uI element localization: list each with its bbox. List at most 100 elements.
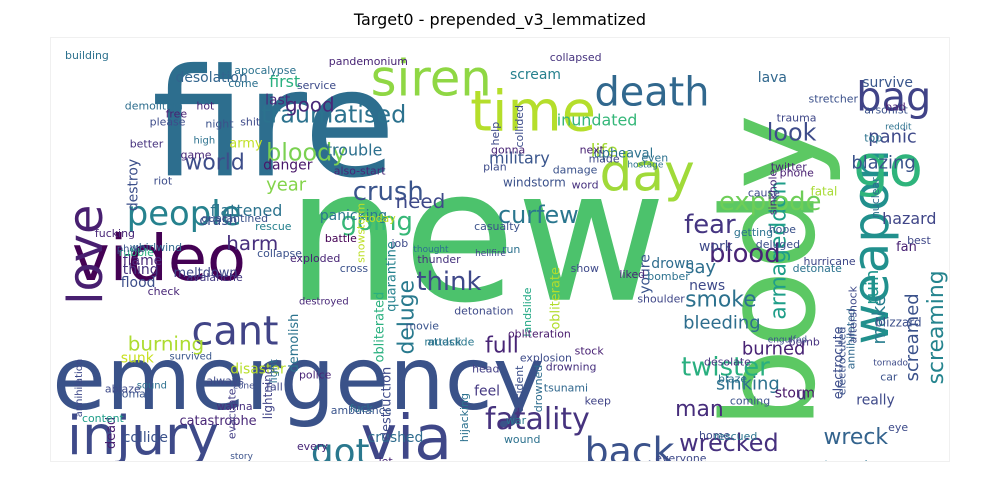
chart-title: Target0 - prepended_v3_lemmatized [353,10,647,29]
word-annihilated: annihilated [844,308,857,369]
word-got: got [311,432,370,462]
word-screamed: screamed [902,293,923,381]
word-world: world [184,150,244,175]
word-last: last [265,93,291,109]
word-drown: drown [651,256,694,272]
word-trouble: trouble [326,140,383,159]
word-exploded: exploded [290,252,340,265]
word-lightning: lightning [261,367,275,419]
word-wanna: wanna [216,400,252,413]
word-run: run [502,243,520,256]
word-hostage: hostage [627,160,663,170]
word-job: job [391,237,409,250]
word-explosion: explosion [520,351,572,364]
word-night: night [205,118,234,131]
word-accident: accident [513,365,526,412]
word-really: really [856,392,895,408]
word-bleeding: bleeding [683,313,760,334]
word-tsunami: tsunami [544,381,588,394]
word-snowstorm: snowstorm [355,203,368,263]
word-woman: woman [113,387,153,400]
word-desolation: desolation [176,70,248,86]
word-whirlwind: whirlwind [130,241,182,254]
word-siren: siren [371,50,492,108]
word-war: war [506,414,527,427]
word-hot: hot [196,100,215,113]
word-windstorm: windstorm [503,175,566,189]
word-hellfire: hellfire [475,249,506,259]
word-collapsed: collapsed [550,51,602,64]
word-next: next [580,143,605,156]
word-back: back [585,429,675,462]
word-blizzard: blizzard [875,316,921,330]
word-screaming: screaming [924,270,949,384]
word-collided: collided [513,105,526,147]
word-help: help [489,122,502,146]
word-fan: fan [896,240,917,255]
word-blood: blood [709,239,781,269]
word-phone: phone [780,166,814,179]
word-fatal: fatal [811,184,838,198]
word-thing: thing [123,262,159,278]
word-destruction: destruction [380,367,395,440]
word-better: better [130,137,164,150]
word-photo: photo [117,244,146,255]
word-twister: twister [681,352,770,382]
word-feel: feel [474,383,500,399]
word-nuclear: nuclear [869,177,882,218]
word-crash: crash [199,213,237,229]
word-blazing: blazing [851,152,915,173]
word-u: u [797,384,807,403]
word-deluged: deluged [756,238,800,251]
word-casualty: casualty [474,220,520,233]
word-cause: cause [748,186,780,199]
word-arsonist: arsonist [864,104,908,117]
word-weapon: weapon [842,149,900,344]
word-military: military [489,148,550,167]
word-love: love [59,205,114,305]
word-disaster: disaster [230,361,286,377]
word-stock: stock [575,345,605,358]
word-rubble: rubble [119,246,154,259]
word-annihilation: annihilation [74,359,85,417]
word-made: made [589,152,620,165]
word-collapse: collapse [257,247,302,260]
word-obliteration: obliteration [508,328,571,341]
word-everyone: everyone [655,452,707,462]
word-smoke: smoke [685,288,756,313]
word-work: work [699,239,734,255]
word-engulfed: engulfed [768,336,807,346]
word-dead: dead [104,417,119,449]
word-hazard: hazard [882,209,936,228]
word-bomb: bomb [789,336,820,349]
word-electrocute: electrocute [831,326,846,399]
word-ruin: ruin [862,270,883,305]
word-blaze: blaze [718,372,747,385]
word-coming: coming [730,394,770,407]
word-news: news [689,278,725,294]
word-make: make [869,295,890,344]
word-trapped: trapped [824,458,867,462]
word-wrecked: wrecked [679,429,778,457]
word-deluge: deluge [394,280,419,355]
word-crushed: crushed [368,430,424,446]
word-man: man [675,397,724,422]
word-school: school [777,459,812,462]
word-army: army [229,136,263,151]
word-curfew: curfew [498,201,579,229]
word-home: home [699,429,730,442]
word-drowning: drowning [546,360,597,373]
word-thought: thought [413,245,449,255]
word-people: people [127,194,242,233]
word-think: think [416,267,481,297]
word-tornado: tornado [873,358,908,368]
word-bloody: bloody [266,138,346,166]
word-burning: burning [128,333,204,356]
word-bomber: bomber [647,270,690,283]
word-word: word [572,178,599,191]
word-today: today [365,212,397,225]
word-first: first [269,72,300,91]
word-storm: storm [775,385,815,401]
word-keep: keep [585,394,611,407]
